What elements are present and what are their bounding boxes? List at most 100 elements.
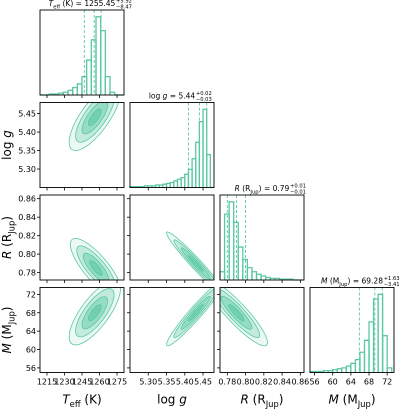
- panel-frame: [309, 287, 395, 373]
- x-tick-label: 72: [382, 378, 392, 387]
- contour: [68, 102, 120, 151]
- y-tick-label: 5.40: [18, 128, 36, 137]
- hist-bin: [386, 367, 393, 373]
- title-upper: +0.02: [196, 91, 212, 97]
- hist-bin: [381, 335, 388, 373]
- label-part: M: [0, 343, 14, 354]
- contours: [68, 287, 121, 346]
- x-tick-label: 0.86: [291, 378, 309, 387]
- title-lower: −0.01: [290, 190, 306, 196]
- y-tick-label: 0.86: [18, 195, 36, 204]
- contour: [188, 255, 204, 272]
- panel-title: R (RJup) = 0.79: [235, 184, 290, 195]
- x-tick-label: 68: [364, 378, 374, 387]
- label-part: T: [49, 0, 55, 8]
- hist-bin: [219, 271, 226, 280]
- hist-bin: [109, 91, 116, 95]
- panel-title: M (MJup) = 69.28: [321, 277, 383, 288]
- x-tick-label: 1260: [89, 378, 109, 387]
- x-tick-label: 64: [346, 378, 356, 387]
- panel-frame: [219, 194, 305, 281]
- panel-title: Teff (K) = 1255.45: [49, 0, 116, 10]
- title-value: = 1255.45: [73, 0, 115, 8]
- label-part: ): [371, 393, 376, 407]
- x-tick-label: 1275: [107, 378, 127, 387]
- hist-bin: [260, 275, 267, 280]
- contours: [220, 287, 268, 347]
- label-part: Jup: [7, 221, 17, 235]
- label-part: R: [0, 251, 14, 259]
- title-upper: +0.01: [290, 184, 306, 190]
- x-tick-label: 56: [309, 378, 319, 387]
- panel-frame: [219, 287, 305, 373]
- x-tick-label: 5.30: [139, 378, 157, 387]
- x-axis-label: R (RJup): [241, 393, 284, 409]
- y-axis-label: M (MJup): [0, 306, 17, 353]
- hist-bin: [95, 16, 102, 95]
- title-lower: −8.47: [116, 5, 132, 11]
- label-part: (R: [249, 393, 266, 407]
- label-part: ): [259, 184, 262, 193]
- x-tick-label: 1245: [72, 378, 92, 387]
- label-part: Jup: [7, 311, 17, 325]
- label-part: Jup: [249, 189, 259, 195]
- label-part: (K): [81, 393, 102, 407]
- label-part: Jup: [265, 399, 279, 409]
- label-part: T: [62, 393, 71, 407]
- x-tick-label: 0.80: [237, 378, 255, 387]
- x-tick-label: 1230: [54, 378, 74, 387]
- hist-bin: [237, 246, 244, 280]
- x-tick-label: 5.35: [158, 378, 176, 387]
- hist-bin: [255, 273, 262, 280]
- label-part: Jup: [338, 282, 348, 288]
- x-tick-label: 60: [328, 378, 338, 387]
- y-axis-label: R (RJup): [0, 216, 17, 259]
- contour: [88, 304, 102, 322]
- label-part: ): [0, 306, 14, 311]
- y-tick-label: 0.84: [18, 213, 36, 222]
- hist-bin: [354, 358, 361, 373]
- y-tick-label: 64: [26, 327, 36, 336]
- contours: [68, 102, 120, 151]
- label-part: log: [0, 138, 14, 160]
- x-tick-label: 0.78: [218, 378, 236, 387]
- hist-bin: [104, 75, 111, 95]
- hist-bin: [359, 351, 366, 373]
- hist-bin: [350, 362, 357, 373]
- label-part: (M: [0, 324, 14, 343]
- panel-frame: [129, 287, 215, 373]
- title-value: = 0.79: [262, 184, 290, 193]
- contours: [69, 238, 119, 280]
- y-tick-label: 0.82: [18, 232, 36, 241]
- title-value: = 69.28: [350, 277, 383, 286]
- label-part: (R: [0, 234, 14, 251]
- hist-bin: [251, 271, 258, 280]
- hist-bin: [242, 258, 249, 280]
- label-part: M: [328, 393, 339, 407]
- hist-bin: [363, 339, 370, 373]
- hist-bin: [246, 267, 253, 280]
- panel-title: log g = 5.44: [149, 92, 196, 101]
- x-tick-label: 5.40: [176, 378, 194, 387]
- hist-bin: [233, 221, 239, 280]
- hist-bin: [76, 83, 83, 95]
- label-part: R: [241, 393, 249, 407]
- contours: [166, 287, 214, 347]
- contour: [228, 304, 245, 322]
- hist-bin: [67, 89, 74, 95]
- title-lower: −3.41: [384, 282, 400, 288]
- y-tick-label: 0.78: [18, 269, 36, 278]
- y-tick-label: 0.80: [18, 250, 36, 259]
- panel-frame: [129, 194, 215, 281]
- x-axis-label: M (MJup): [328, 393, 375, 409]
- x-tick-label: 1215: [37, 378, 57, 387]
- label-part: ): [348, 277, 351, 286]
- label-part: g: [163, 92, 168, 101]
- y-tick-label: 5.45: [18, 110, 36, 119]
- hist-bin: [368, 321, 375, 373]
- title-upper: +1.63: [384, 276, 400, 282]
- contour: [220, 287, 268, 347]
- contour: [88, 108, 102, 127]
- label-part: eff: [70, 399, 81, 409]
- hist-bin: [336, 368, 343, 373]
